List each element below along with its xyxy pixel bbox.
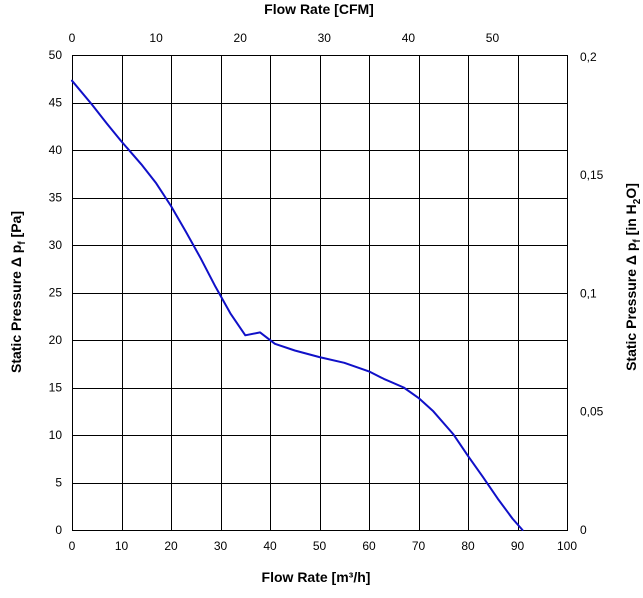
y-tick-label: 35 bbox=[49, 191, 63, 205]
y-tick-label: 25 bbox=[49, 286, 63, 300]
x-axis-title: Flow Rate [m³/h] bbox=[262, 569, 371, 585]
x-tick-label: 40 bbox=[263, 539, 277, 553]
y2-tick-label: 0 bbox=[580, 523, 587, 537]
x-tick-label: 20 bbox=[164, 539, 178, 553]
x2-tick-label: 10 bbox=[149, 31, 163, 45]
y2-axis-title-middle: [in H bbox=[623, 204, 639, 239]
x2-tick-label: 50 bbox=[486, 31, 500, 45]
plot-area bbox=[71, 79, 524, 531]
grid bbox=[72, 55, 568, 531]
y2-axis-title-main: Static Pressure Δ p bbox=[623, 243, 639, 371]
y2-tick-label: 0,2 bbox=[580, 50, 597, 64]
x-tick-label: 100 bbox=[557, 539, 577, 553]
y-axis-title: Static Pressure Δ pf [Pa] bbox=[8, 211, 28, 373]
y-tick-label: 5 bbox=[55, 476, 62, 490]
x-tick-label: 80 bbox=[461, 539, 475, 553]
y-axis-title-sub: f bbox=[17, 241, 28, 245]
y2-axis-title-unit: O] bbox=[623, 183, 639, 199]
y-axis-title-main: Static Pressure Δ p bbox=[8, 245, 24, 373]
y-tick-label: 50 bbox=[49, 48, 63, 62]
y-tick-label: 30 bbox=[49, 238, 63, 252]
y2-axis-title-sub1: f bbox=[632, 239, 643, 243]
y-tick-label: 45 bbox=[49, 96, 63, 110]
y-tick-label: 40 bbox=[49, 143, 63, 157]
x-tick-label: 30 bbox=[214, 539, 228, 553]
x2-tick-label: 0 bbox=[69, 31, 76, 45]
y-tick-label: 20 bbox=[49, 333, 63, 347]
y-axis-title-unit: [Pa] bbox=[8, 211, 24, 241]
x2-axis-title: Flow Rate [CFM] bbox=[264, 1, 374, 17]
y2-axis-title: Static Pressure Δ pf [in H2O] bbox=[623, 183, 643, 371]
y-tick-label: 10 bbox=[49, 428, 63, 442]
y-tick-label: 0 bbox=[55, 523, 62, 537]
plot-frame bbox=[72, 55, 568, 531]
tick-labels: 0 10 20 30 40 50 60 70 80 90 100051015202530354045… bbox=[49, 31, 604, 553]
y2-tick-label: 0,05 bbox=[580, 405, 604, 419]
y2-axis-title-sub2: 2 bbox=[632, 198, 643, 204]
x2-tick-label: 20 bbox=[234, 31, 248, 45]
x-tick-label: 10 bbox=[115, 539, 129, 553]
series-line bbox=[71, 79, 524, 531]
y2-tick-label: 0,1 bbox=[580, 286, 597, 300]
x2-tick-label: 40 bbox=[402, 31, 416, 45]
x2-tick-label: 30 bbox=[318, 31, 332, 45]
x-tick-label: 0 bbox=[69, 539, 76, 553]
y2-tick-label: 0,15 bbox=[580, 168, 604, 182]
x-tick-label: 70 bbox=[412, 539, 426, 553]
x-tick-label: 60 bbox=[362, 539, 376, 553]
x-tick-label: 50 bbox=[313, 539, 327, 553]
y-tick-label: 15 bbox=[49, 381, 63, 395]
x-tick-label: 90 bbox=[511, 539, 525, 553]
